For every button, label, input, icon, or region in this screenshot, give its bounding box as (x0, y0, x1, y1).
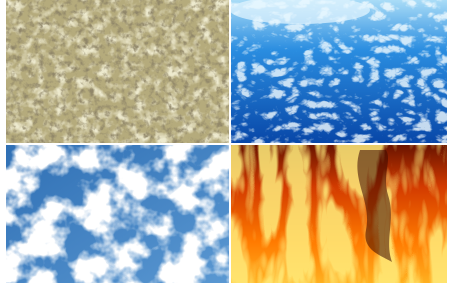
page-body (0, 0, 451, 287)
fire-panel (231, 145, 447, 283)
fire-flames (231, 145, 447, 283)
air-panel (6, 145, 229, 283)
clouds (6, 145, 229, 283)
water-panel (230, 0, 447, 143)
page: {} html, body { margin: 0; padding: 0; b… (0, 0, 451, 287)
elements-collage (0, 0, 451, 287)
earth-panel (6, 0, 229, 143)
earth-speckles (6, 0, 229, 143)
